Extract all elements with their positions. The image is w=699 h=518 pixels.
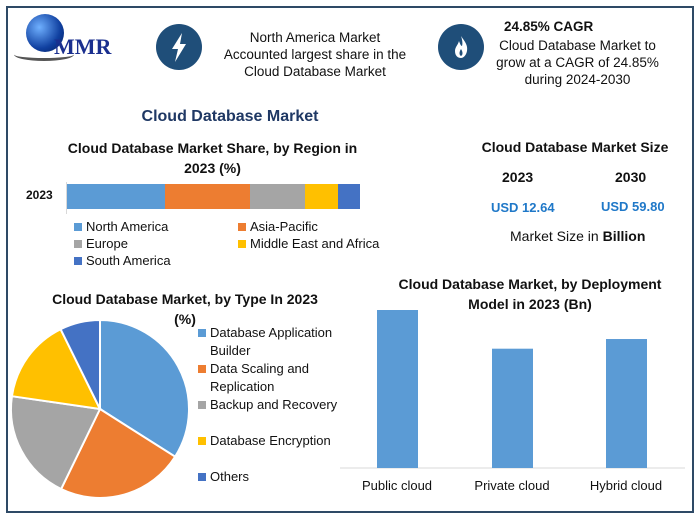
region-note: North America Market Accounted largest s… xyxy=(210,29,420,80)
legend-label: North America xyxy=(86,219,169,234)
main-title: Cloud Database Market xyxy=(141,108,319,125)
market-size-note: Market Size in Billion xyxy=(510,228,645,244)
legend-swatch xyxy=(74,239,82,248)
legend-swatch xyxy=(198,365,206,373)
logo-text: MMR xyxy=(54,34,112,59)
legend-swatch xyxy=(238,239,246,248)
cagr-note-line: grow at a CAGR of 24.85% xyxy=(496,55,659,70)
x-tick-label: Private cloud xyxy=(474,478,550,493)
region-legend-item: Asia-Pacific xyxy=(238,219,398,234)
region-note-line: North America Market xyxy=(249,30,381,45)
region-note-line: Accounted largest share in the xyxy=(223,47,407,62)
flame-icon xyxy=(438,24,484,70)
cagr-title: 24.85% CAGR xyxy=(504,19,594,34)
x-tick-label: Hybrid cloud xyxy=(589,478,663,493)
legend-label: Middle East and Africa xyxy=(250,236,380,251)
market-size-value-2030: USD 59.80 xyxy=(601,199,665,214)
swoosh-icon xyxy=(14,48,74,61)
legend-label: Database Application Builder xyxy=(210,325,333,358)
legend-label: South America xyxy=(86,253,171,268)
legend-swatch xyxy=(238,222,246,231)
legend-swatch xyxy=(198,437,206,445)
legend-swatch xyxy=(198,473,206,481)
type-legend-item: Data Scaling and Replication xyxy=(198,360,348,396)
region-category-label: 2023 xyxy=(26,188,53,202)
cagr-note-line: during 2024-2030 xyxy=(524,72,631,87)
market-size-year-2023: 2023 xyxy=(502,169,534,185)
region-legend: North America Asia-Pacific Europe Middle Ea… xyxy=(74,219,394,268)
market-size-title: Cloud Database Market Size xyxy=(481,139,669,155)
region-chart-title: Cloud Database Market Share, by Region i… xyxy=(67,140,358,176)
region-segment-south-america xyxy=(338,184,360,209)
cagr-note-line: Cloud Database Market to xyxy=(499,38,656,53)
type-legend-item: Others xyxy=(198,468,348,486)
market-size-value-2023: USD 12.64 xyxy=(491,200,555,215)
x-tick-label: Public cloud xyxy=(361,478,433,493)
type-chart-title: Cloud Database Market, by Type In 2023 (… xyxy=(52,291,318,327)
legend-label: Backup and Recovery xyxy=(210,397,338,412)
legend-swatch xyxy=(198,401,206,409)
globe-icon xyxy=(26,14,64,52)
region-stacked-bar xyxy=(67,184,360,209)
region-legend-item: North America xyxy=(74,219,238,234)
infographic-frame xyxy=(6,6,694,513)
region-segment-asia-pacific xyxy=(164,184,250,209)
market-size-note-unit: Billion xyxy=(602,228,646,244)
region-legend-item: Middle East and Africa xyxy=(238,236,398,251)
region-segment-middle-east-and-africa xyxy=(304,184,338,209)
market-size-year-2030: 2030 xyxy=(615,169,647,185)
legend-label: Asia-Pacific xyxy=(250,219,318,234)
region-legend-item: Europe xyxy=(74,236,238,251)
mmr-logo: MMR xyxy=(12,12,112,62)
region-segment-europe xyxy=(249,184,305,209)
region-legend-item: South America xyxy=(74,253,238,268)
deployment-chart-title: Cloud Database Market, by Deployment Mod… xyxy=(398,276,662,312)
region-note-line: Cloud Database Market xyxy=(244,64,386,79)
cagr-note: Cloud Database Market to grow at a CAGR … xyxy=(490,37,665,88)
legend-swatch xyxy=(198,329,206,337)
lightning-bolt-icon xyxy=(156,24,202,70)
market-size-note-prefix: Market Size in xyxy=(510,228,603,244)
legend-swatch xyxy=(74,222,82,231)
legend-label: Others xyxy=(210,469,250,484)
legend-label: Europe xyxy=(86,236,128,251)
type-legend-item: Database Encryption xyxy=(198,432,348,450)
type-legend-item: Backup and Recovery xyxy=(198,396,348,414)
legend-swatch xyxy=(74,256,82,265)
type-legend-item: Database Application Builder xyxy=(198,324,348,360)
legend-label: Data Scaling and Replication xyxy=(210,361,310,394)
region-axis xyxy=(66,182,67,214)
legend-label: Database Encryption xyxy=(210,433,331,448)
region-segment-north-america xyxy=(67,184,165,209)
